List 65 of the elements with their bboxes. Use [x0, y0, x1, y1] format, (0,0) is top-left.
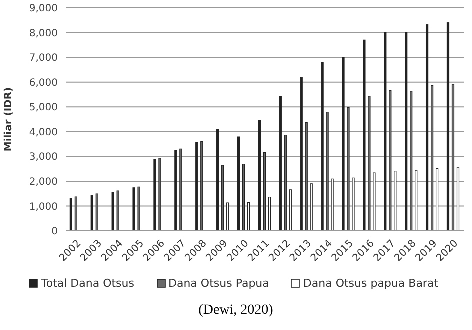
bar [226, 202, 230, 231]
y-tick-label: 2,000 [29, 176, 58, 188]
bar [452, 84, 455, 231]
bar [138, 186, 140, 231]
bar [279, 96, 282, 231]
bar [456, 167, 460, 231]
bar [373, 172, 376, 231]
bar [347, 108, 350, 231]
y-tick-label: 4,000 [29, 127, 58, 138]
bar [394, 170, 397, 231]
bar [90, 195, 94, 231]
bar [158, 158, 162, 231]
bar [384, 32, 387, 231]
bar [200, 142, 204, 231]
legend-label: Total Dana Otsus [41, 277, 134, 290]
bar [174, 150, 178, 231]
bar [196, 142, 198, 231]
bar [321, 62, 324, 231]
bar [116, 190, 120, 231]
bar [405, 32, 408, 231]
y-tick-label: 7,000 [29, 53, 58, 64]
bar [446, 22, 450, 231]
bar [436, 168, 439, 231]
bar [247, 202, 250, 231]
y-tick-label: 8,000 [29, 28, 58, 40]
bar [342, 57, 345, 231]
y-tick-label: 6,000 [29, 78, 58, 89]
y-tick-label: 3,000 [29, 152, 58, 164]
bar [331, 178, 334, 231]
bar [180, 148, 182, 231]
y-tick-label: 5,000 [29, 102, 58, 114]
bar [216, 129, 220, 231]
bar [74, 196, 78, 231]
bar [389, 90, 392, 231]
legend-label: Dana Otsus Papua [168, 277, 270, 290]
y-axis-title: Miliar (IDR) [4, 87, 15, 152]
bar [263, 152, 266, 231]
bar [310, 184, 313, 231]
bar [258, 120, 262, 231]
bar [326, 112, 329, 231]
bar [70, 198, 72, 231]
bar [426, 24, 429, 231]
y-tick-label: 0 [52, 226, 58, 238]
bar [132, 188, 136, 231]
bar [415, 170, 418, 231]
bar [268, 197, 272, 231]
text: (Dewi, 2020) [198, 303, 274, 319]
bar [284, 135, 287, 231]
bar [222, 165, 224, 231]
bar [300, 77, 303, 231]
bar [96, 194, 98, 231]
legend-label: Dana Otsus papua Barat [303, 277, 439, 290]
bar [289, 190, 292, 231]
y-tick-label: 9,000 [29, 4, 58, 15]
bar [305, 122, 308, 231]
bar [368, 96, 371, 231]
bar [112, 192, 114, 231]
y-tick-label: 1,000 [29, 202, 58, 213]
bar [430, 86, 434, 231]
bar [410, 91, 413, 231]
bar [154, 159, 156, 231]
bar [352, 178, 355, 231]
bar [237, 136, 240, 231]
bar [242, 164, 246, 231]
bar [363, 40, 366, 231]
